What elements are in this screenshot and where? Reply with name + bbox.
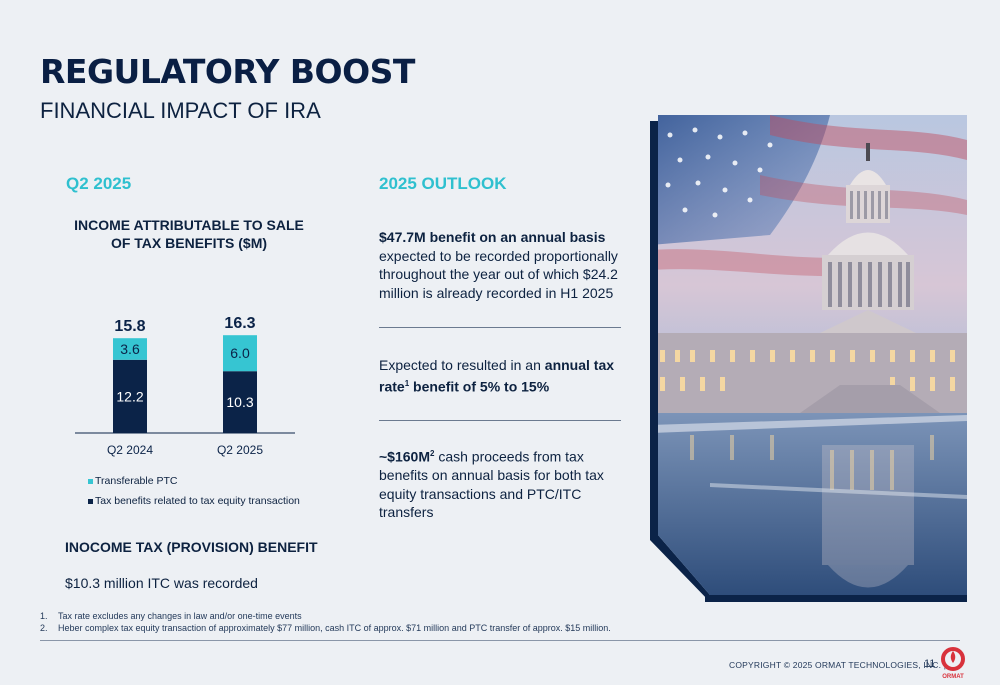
ormat-logo-icon: ORMAT (941, 647, 965, 680)
legend-label: Tax benefits related to tax equity trans… (95, 495, 300, 507)
legend-item-transferable-ptc: Transferable PTC (88, 475, 177, 487)
capitol-building-image (650, 115, 967, 602)
page-subtitle: FINANCIAL IMPACT OF IRA (40, 98, 321, 123)
category-label: Q2 2025 (217, 443, 263, 457)
bar-tax-equity (223, 371, 257, 433)
outlook-item-1: $47.7M benefit on an annual basis expect… (379, 229, 618, 301)
footnotes: 1. Tax rate excludes any changes in law a… (40, 611, 611, 634)
bar-value-label: 12.2 (116, 388, 143, 404)
bar-transferable-ptc (113, 338, 147, 360)
legend-label: Transferable PTC (95, 475, 178, 487)
income-tax-heading: INOCOME TAX (PROVISION) BENEFIT (65, 539, 318, 555)
chart-title: INCOME ATTRIBUTABLE TO SALE OF TAX BENEF… (74, 217, 304, 251)
outlook-item-3: ~$160M2 cash proceeds from tax benefits … (379, 448, 604, 521)
bar-transferable-ptc (223, 335, 257, 372)
stacked-bar-chart: 12.2 3.6 15.8 Q2 2024 10.3 6.0 16.3 Q2 2025 (75, 315, 295, 457)
footnote-1: 1. Tax rate excludes any changes in law a… (40, 611, 302, 621)
legend-swatch (88, 478, 93, 484)
legend-item-tax-equity: Tax benefits related to tax equity trans… (88, 495, 300, 507)
footer-divider (40, 640, 960, 641)
bar-total-label: 16.3 (224, 315, 255, 332)
bar-value-label: 3.6 (120, 341, 140, 357)
q2-2025-heading: Q2 2025 (66, 174, 132, 193)
page-number: 11 (924, 658, 936, 670)
bar-tax-equity (113, 359, 147, 433)
bar-value-label: 10.3 (226, 394, 253, 410)
outlook-heading: 2025 OUTLOOK (379, 174, 507, 193)
footnote-2: 2. Heber complex tax equity transaction o… (40, 622, 611, 633)
copyright-text: COPYRIGHT © 2025 ORMAT TECHNOLOGIES, INC… (729, 660, 947, 670)
bar-value-label: 6.0 (230, 345, 250, 361)
income-tax-text: $10.3 million ITC was recorded (65, 575, 258, 591)
bar-total-label: 15.8 (114, 318, 145, 335)
category-label: Q2 2024 (107, 443, 153, 457)
divider (379, 327, 621, 328)
legend-swatch (88, 498, 93, 504)
outlook-item-2: Expected to resulted in an annual tax ra… (379, 357, 615, 395)
page-title: REGULATORY BOOST (40, 52, 415, 91)
divider (379, 420, 621, 421)
logo-text: ORMAT (942, 674, 964, 680)
